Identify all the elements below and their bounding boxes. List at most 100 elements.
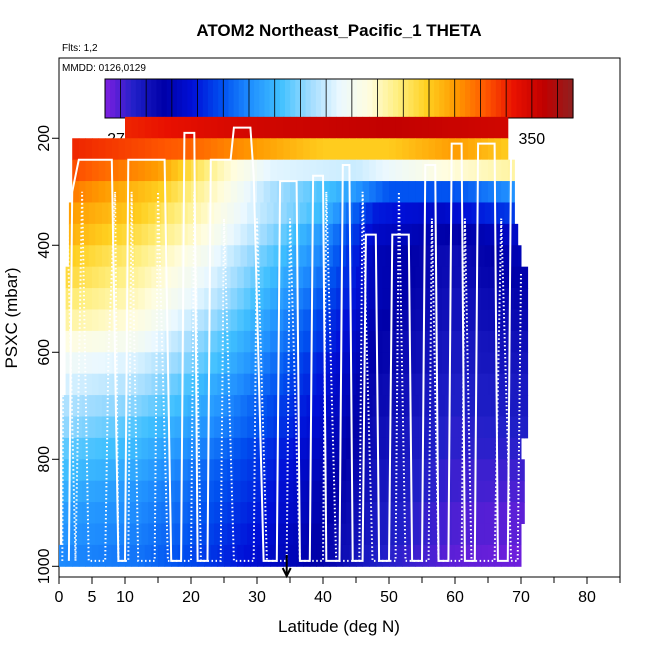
heatmap-cell	[478, 245, 486, 268]
plot-frame	[58, 57, 621, 578]
colorbar-segment	[413, 79, 420, 118]
colorbar-segment	[321, 79, 327, 118]
heatmap-cell	[85, 373, 93, 396]
heatmap-cell	[352, 502, 360, 524]
heatmap-cell	[415, 181, 423, 203]
heatmap-cell	[210, 288, 218, 310]
heatmap-cell	[171, 330, 179, 353]
heatmap-cell	[365, 459, 373, 482]
heatmap-cell	[243, 159, 251, 182]
heatmap-cell	[243, 352, 251, 375]
heatmap-cell	[313, 416, 321, 439]
heatmap-cell	[98, 330, 106, 353]
heatmap-cell	[72, 181, 80, 203]
heatmap-cell	[197, 309, 205, 332]
heatmap-cell	[134, 416, 142, 439]
heatmap-cell	[220, 416, 228, 439]
heatmap-cell	[260, 395, 268, 417]
heatmap-cell	[309, 159, 317, 182]
heatmap-cell	[257, 309, 265, 332]
colorbar-segment	[310, 79, 317, 118]
heatmap-cell	[395, 288, 403, 310]
heatmap-cell	[200, 480, 208, 503]
heatmap-cell	[194, 223, 202, 246]
heatmap-cell	[115, 245, 123, 268]
heatmap-cell	[167, 437, 175, 460]
heatmap-cell	[323, 330, 331, 353]
heatmap-cell	[336, 266, 344, 289]
heatmap-cell	[144, 309, 152, 332]
heatmap-cell	[422, 373, 430, 396]
heatmap-cell	[154, 395, 162, 417]
heatmap-cell	[101, 223, 109, 246]
heatmap-cell	[273, 395, 281, 417]
heatmap-cell	[276, 288, 284, 310]
heatmap-cell	[309, 352, 317, 375]
heatmap-cell	[349, 352, 357, 375]
heatmap-cell	[408, 330, 416, 353]
heatmap-cell	[471, 202, 479, 225]
heatmap-cell	[435, 330, 443, 353]
heatmap-cell	[382, 181, 390, 203]
heatmap-cell	[92, 544, 100, 567]
heatmap-cell	[105, 330, 113, 353]
heatmap-cell	[164, 266, 172, 289]
heatmap-cell	[266, 523, 274, 546]
heatmap-cell	[342, 373, 350, 396]
colorbar-segment	[485, 79, 492, 118]
colorbar-segment	[315, 79, 322, 118]
heatmap-cell	[405, 459, 413, 482]
heatmap-cell	[309, 116, 317, 139]
heatmap-cell	[95, 416, 103, 439]
heatmap-cell	[75, 202, 83, 225]
heatmap-cell	[521, 309, 529, 332]
heatmap-cell	[491, 416, 499, 439]
heatmap-cell	[346, 523, 354, 546]
heatmap-cell	[224, 116, 232, 139]
heatmap-cell	[144, 330, 152, 353]
heatmap-cell	[141, 223, 149, 246]
colorbar-segment	[490, 79, 497, 118]
heatmap-cell	[303, 330, 311, 353]
heatmap-cell	[474, 373, 482, 396]
heatmap-cell	[200, 523, 208, 546]
heatmap-cell	[240, 523, 248, 546]
heatmap-cell	[88, 502, 96, 524]
heatmap-cell	[260, 437, 268, 460]
heatmap-cell	[92, 330, 100, 353]
heatmap-cell	[514, 544, 522, 567]
heatmap-cell	[451, 416, 459, 439]
heatmap-cell	[82, 480, 90, 503]
heatmap-cell	[184, 138, 192, 161]
heatmap-cell	[253, 459, 261, 482]
heatmap-cell	[82, 502, 90, 524]
heatmap-cell	[491, 480, 499, 503]
heatmap-cell	[389, 373, 397, 396]
heatmap-cell	[309, 138, 317, 161]
y-tick-label: 1000	[36, 548, 53, 584]
colorbar-segment	[207, 79, 214, 118]
heatmap-cell	[144, 116, 152, 139]
heatmap-cell	[422, 288, 430, 310]
heatmap-cell	[62, 437, 70, 460]
heatmap-cell	[445, 202, 453, 225]
heatmap-cell	[382, 288, 390, 310]
heatmap-cell	[405, 523, 413, 546]
heatmap-cell	[237, 266, 245, 289]
heatmap-cell	[474, 352, 482, 375]
heatmap-cell	[451, 459, 459, 482]
heatmap-cell	[247, 416, 255, 439]
heatmap-cell	[171, 181, 179, 203]
heatmap-cell	[118, 544, 126, 567]
heatmap-cell	[148, 395, 156, 417]
heatmap-cell	[68, 480, 76, 503]
colorbar-segment	[531, 79, 538, 118]
heatmap-cell	[171, 159, 179, 182]
colorbar-segment	[141, 79, 147, 118]
heatmap-cell	[309, 330, 317, 353]
heatmap-cell	[108, 480, 116, 503]
heatmap-cell	[72, 309, 80, 332]
heatmap-cell	[514, 266, 522, 289]
heatmap-cell	[455, 288, 463, 310]
heatmap-cell	[488, 288, 496, 310]
